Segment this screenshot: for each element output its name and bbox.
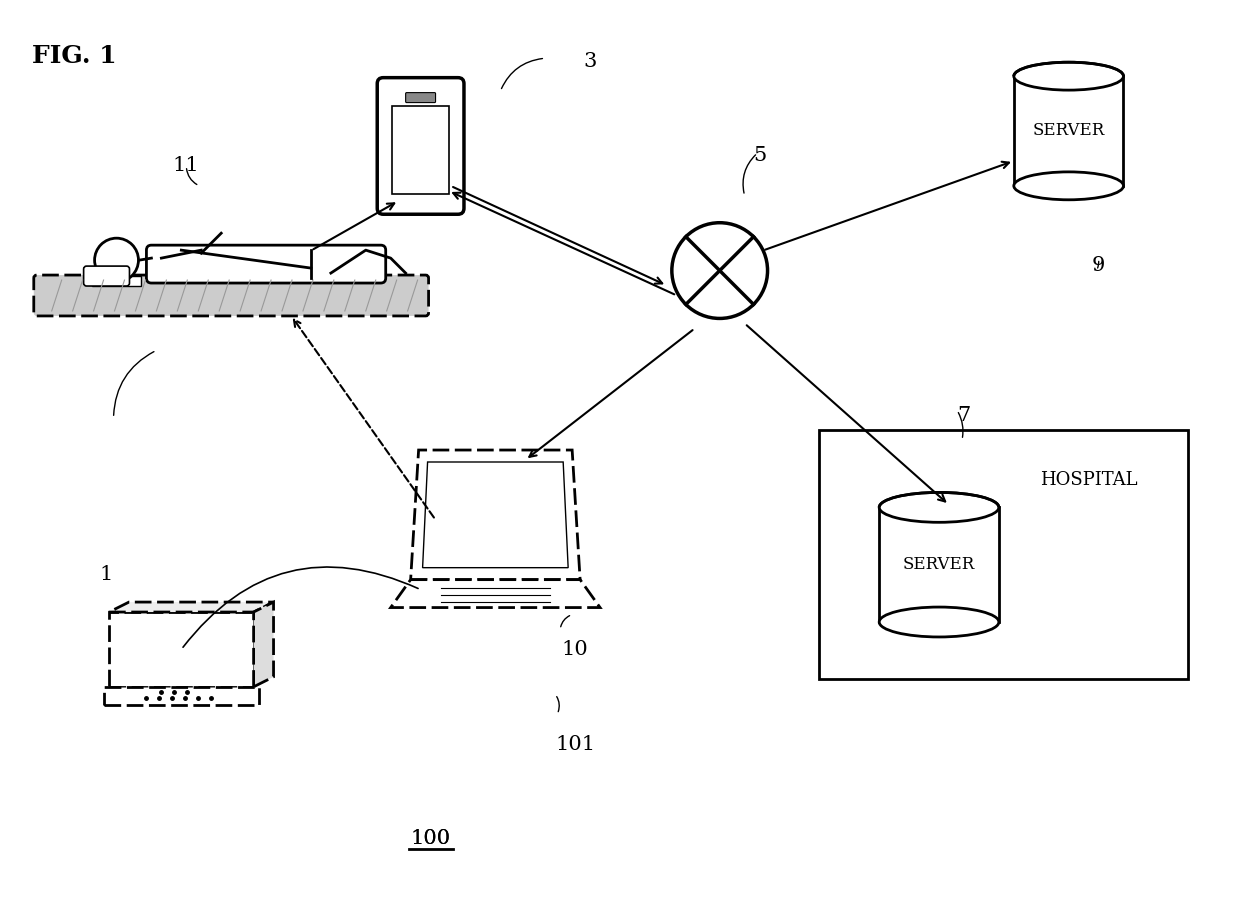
Bar — [104, 687, 259, 704]
Text: SERVER: SERVER — [1032, 123, 1105, 139]
FancyBboxPatch shape — [83, 266, 130, 286]
FancyBboxPatch shape — [146, 245, 385, 283]
Text: 11: 11 — [173, 157, 199, 175]
FancyBboxPatch shape — [377, 77, 463, 214]
Text: SERVER: SERVER — [903, 556, 975, 573]
Bar — [1014, 77, 1124, 186]
Text: 7: 7 — [958, 406, 970, 425]
Bar — [109, 612, 254, 687]
FancyBboxPatch shape — [33, 275, 429, 316]
FancyBboxPatch shape — [405, 92, 436, 102]
Polygon shape — [109, 602, 274, 612]
Polygon shape — [254, 602, 274, 687]
Text: 3: 3 — [584, 52, 597, 71]
Text: 100: 100 — [410, 830, 451, 848]
Text: 1: 1 — [100, 565, 113, 585]
Polygon shape — [422, 462, 569, 568]
Text: FIG. 1: FIG. 1 — [32, 44, 116, 68]
Bar — [880, 507, 999, 622]
Polygon shape — [410, 450, 580, 580]
Ellipse shape — [880, 607, 999, 637]
Polygon shape — [390, 580, 600, 608]
Ellipse shape — [880, 492, 999, 523]
Text: 9: 9 — [1092, 256, 1105, 275]
Text: 5: 5 — [753, 147, 766, 165]
Circle shape — [94, 238, 139, 282]
Circle shape — [672, 223, 767, 318]
Bar — [819, 430, 1188, 680]
Text: 100: 100 — [410, 830, 451, 848]
Bar — [92, 276, 141, 286]
Ellipse shape — [1014, 171, 1124, 200]
Text: HOSPITAL: HOSPITAL — [1040, 471, 1137, 489]
Ellipse shape — [1014, 62, 1124, 90]
Text: 101: 101 — [555, 735, 595, 753]
Text: 10: 10 — [561, 640, 589, 659]
Bar — [393, 106, 449, 195]
